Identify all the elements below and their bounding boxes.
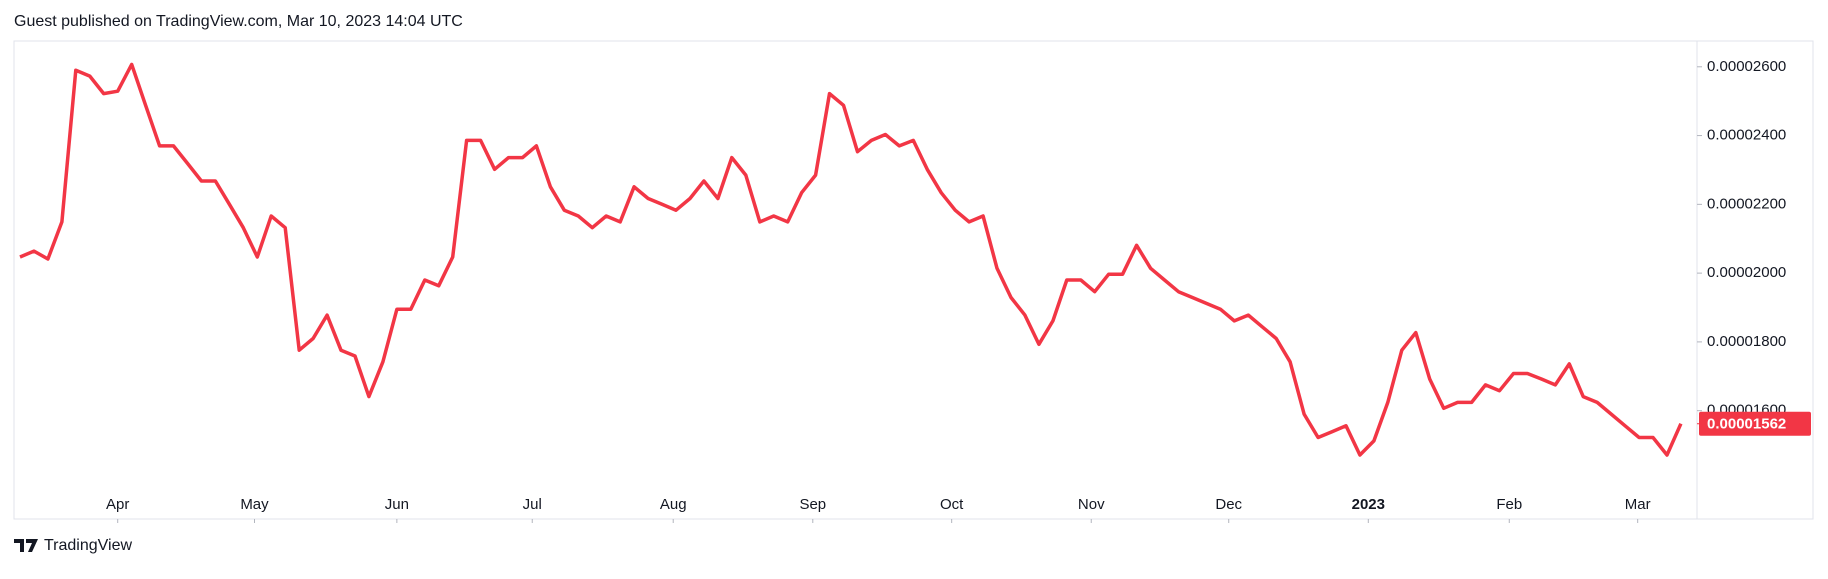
- last-price-badge: [1699, 411, 1811, 436]
- x-tick-label: 2023: [1352, 496, 1385, 513]
- y-tick-label: 0.00001800: [1707, 333, 1786, 350]
- logo-icon: [14, 539, 38, 552]
- y-tick-label: 0.00002000: [1707, 264, 1786, 281]
- footer-brand: TradingView: [44, 537, 132, 554]
- x-tick-label: Oct: [940, 496, 964, 513]
- x-tick-label: May: [240, 496, 269, 513]
- header: Guest published on TradingView.com, Mar …: [14, 13, 463, 30]
- chart-frame: [13, 40, 1814, 520]
- x-tick-label: Jun: [385, 496, 409, 513]
- y-tick-label: 0.00002200: [1707, 195, 1786, 212]
- last-price-label: 0.00001562: [1707, 416, 1786, 433]
- x-tick-label: Apr: [106, 496, 129, 513]
- x-tick-label: Mar: [1625, 496, 1651, 513]
- logo: TradingView: [14, 537, 132, 554]
- y-tick-label: 0.00002600: [1707, 58, 1786, 75]
- x-tick-label: Nov: [1078, 496, 1105, 513]
- x-tick-label: Feb: [1496, 496, 1522, 513]
- x-tick-label: Dec: [1215, 496, 1242, 513]
- price-line: [19, 62, 1683, 457]
- y-tick-label: 0.00002400: [1707, 127, 1786, 144]
- x-tick-label: Aug: [660, 496, 687, 513]
- x-tick-label: Sep: [799, 496, 826, 513]
- x-tick-label: Jul: [523, 496, 542, 513]
